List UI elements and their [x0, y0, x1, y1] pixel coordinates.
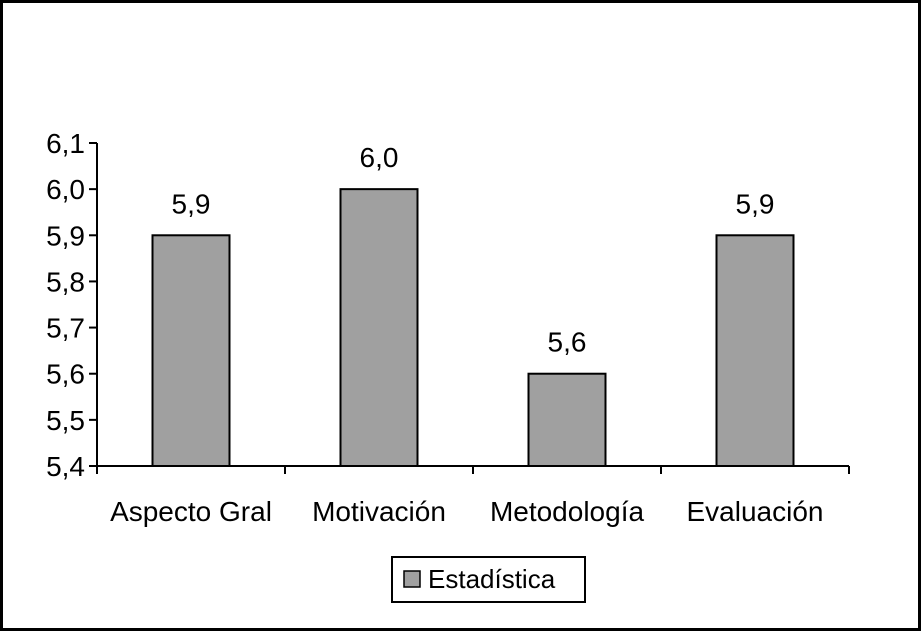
- y-tick-label: 5,4: [46, 451, 85, 482]
- bar: [339, 188, 419, 467]
- bar: [715, 234, 795, 467]
- bar: [151, 234, 231, 467]
- x-axis: Aspecto Gral Motivación Metodología Evaluac…: [96, 465, 850, 527]
- y-axis: 5,4 5,5 5,6 5,7 5,8 5,9 6,0 6,1: [46, 128, 98, 482]
- bar-value-label: 5,6: [548, 327, 587, 358]
- data-labels: 5,9 6,0 5,6 5,9: [172, 142, 775, 358]
- y-tick-label: 5,5: [46, 405, 85, 436]
- x-category-label: Motivación: [312, 496, 446, 527]
- x-category-label: Evaluación: [687, 496, 824, 527]
- legend-swatch: [403, 570, 421, 588]
- legend-label: Estadística: [428, 564, 556, 594]
- x-category-label: Metodología: [490, 496, 645, 527]
- y-tick-label: 5,7: [46, 313, 85, 344]
- y-tick-label: 5,6: [46, 359, 85, 390]
- legend-box: [391, 556, 586, 603]
- legend: Estadística: [391, 556, 586, 603]
- bar-value-label: 6,0: [360, 142, 399, 173]
- y-tick-label: 6,0: [46, 174, 85, 205]
- bars: [151, 188, 795, 468]
- bar-value-label: 5,9: [172, 188, 211, 219]
- y-tick-label: 5,8: [46, 266, 85, 297]
- bar-value-label: 5,9: [736, 188, 775, 219]
- y-tick-label: 5,9: [46, 220, 85, 251]
- bar: [527, 372, 607, 468]
- y-tick-label: 6,1: [46, 128, 85, 159]
- x-category-label: Aspecto Gral: [110, 496, 272, 527]
